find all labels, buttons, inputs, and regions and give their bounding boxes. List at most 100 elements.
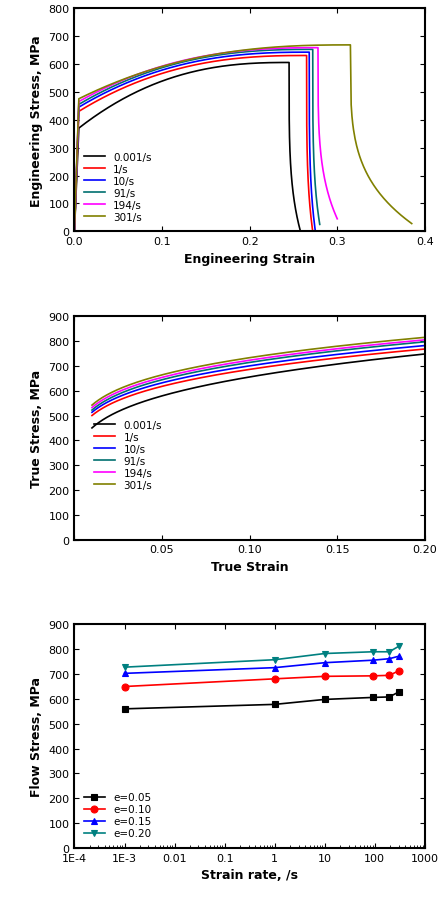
0.001/s xyxy=(422,349,427,360)
91/s xyxy=(422,337,427,348)
194/s xyxy=(89,402,95,413)
301/s xyxy=(221,357,226,368)
1/s xyxy=(299,357,304,368)
Y-axis label: Flow Stress, MPa: Flow Stress, MPa xyxy=(30,676,43,796)
0.001/s xyxy=(89,423,95,434)
e=0.05 xyxy=(387,692,392,703)
X-axis label: Strain rate, /s: Strain rate, /s xyxy=(201,869,298,881)
194/s xyxy=(72,226,77,237)
91/s xyxy=(190,55,195,66)
1/s xyxy=(331,354,336,364)
194/s xyxy=(331,345,336,355)
1/s xyxy=(138,76,144,87)
194/s xyxy=(312,43,318,54)
Line: 1/s: 1/s xyxy=(92,350,425,416)
e=0.10 xyxy=(370,671,375,682)
1/s xyxy=(138,77,143,87)
Line: 10/s: 10/s xyxy=(92,346,425,413)
e=0.15 xyxy=(122,668,127,679)
1/s xyxy=(301,51,306,62)
301/s xyxy=(330,342,335,353)
0.001/s xyxy=(129,400,134,411)
0.001/s xyxy=(231,60,237,71)
91/s xyxy=(331,346,336,357)
194/s xyxy=(198,364,203,374)
1/s xyxy=(198,373,203,384)
e=0.05 xyxy=(122,704,127,714)
10/s xyxy=(313,226,318,237)
301/s xyxy=(72,226,77,237)
10/s xyxy=(299,354,304,364)
1/s xyxy=(206,58,212,69)
Line: 91/s: 91/s xyxy=(74,51,320,232)
1/s xyxy=(221,369,226,380)
301/s xyxy=(344,41,350,51)
91/s xyxy=(248,47,254,58)
X-axis label: True Strain: True Strain xyxy=(211,560,289,574)
194/s xyxy=(315,43,321,54)
91/s xyxy=(140,69,145,80)
Y-axis label: True Stress, MPa: True Stress, MPa xyxy=(30,370,43,487)
e=0.05 xyxy=(396,686,401,697)
91/s xyxy=(89,405,95,416)
Line: e=0.10: e=0.10 xyxy=(121,667,402,690)
Line: 0.001/s: 0.001/s xyxy=(74,63,300,232)
194/s xyxy=(192,53,198,64)
e=0.10 xyxy=(387,670,392,681)
301/s xyxy=(208,51,213,61)
301/s xyxy=(422,333,427,344)
10/s xyxy=(330,350,335,361)
e=0.15 xyxy=(272,662,277,673)
10/s xyxy=(89,408,95,419)
194/s xyxy=(221,360,226,371)
1/s xyxy=(310,226,315,237)
91/s xyxy=(330,346,335,357)
10/s xyxy=(188,58,194,69)
91/s xyxy=(310,45,315,56)
e=0.10 xyxy=(396,666,401,676)
Line: 301/s: 301/s xyxy=(92,338,425,406)
91/s xyxy=(221,362,226,373)
e=0.15 xyxy=(387,654,392,665)
301/s xyxy=(409,219,414,230)
e=0.20 xyxy=(370,647,375,658)
0.001/s xyxy=(298,226,303,237)
e=0.10 xyxy=(122,681,127,692)
194/s xyxy=(213,50,218,60)
301/s xyxy=(150,65,155,76)
301/s xyxy=(231,47,237,58)
Line: 1/s: 1/s xyxy=(74,57,313,232)
91/s xyxy=(129,384,134,395)
Line: 91/s: 91/s xyxy=(92,343,425,410)
301/s xyxy=(299,345,304,356)
91/s xyxy=(210,51,215,62)
0.001/s xyxy=(133,87,138,98)
0.001/s xyxy=(134,87,139,98)
0.001/s xyxy=(198,382,203,392)
301/s xyxy=(348,41,353,51)
0.001/s xyxy=(72,226,77,237)
Y-axis label: Engineering Stress, MPa: Engineering Stress, MPa xyxy=(30,35,43,207)
10/s xyxy=(72,226,77,237)
1/s xyxy=(129,391,134,401)
e=0.10 xyxy=(272,674,277,685)
194/s xyxy=(299,348,304,359)
10/s xyxy=(198,370,203,381)
194/s xyxy=(422,335,427,345)
91/s xyxy=(198,366,203,377)
194/s xyxy=(330,345,335,355)
1/s xyxy=(187,61,192,72)
10/s xyxy=(422,341,427,352)
e=0.10 xyxy=(322,671,327,682)
0.001/s xyxy=(196,66,201,77)
Line: e=0.15: e=0.15 xyxy=(121,653,402,677)
0.001/s xyxy=(178,70,184,81)
301/s xyxy=(276,42,282,53)
91/s xyxy=(307,45,312,56)
10/s xyxy=(139,72,145,83)
Line: 194/s: 194/s xyxy=(92,340,425,408)
e=0.15 xyxy=(370,655,375,666)
0.001/s xyxy=(331,360,336,371)
301/s xyxy=(150,65,155,76)
194/s xyxy=(141,68,147,78)
